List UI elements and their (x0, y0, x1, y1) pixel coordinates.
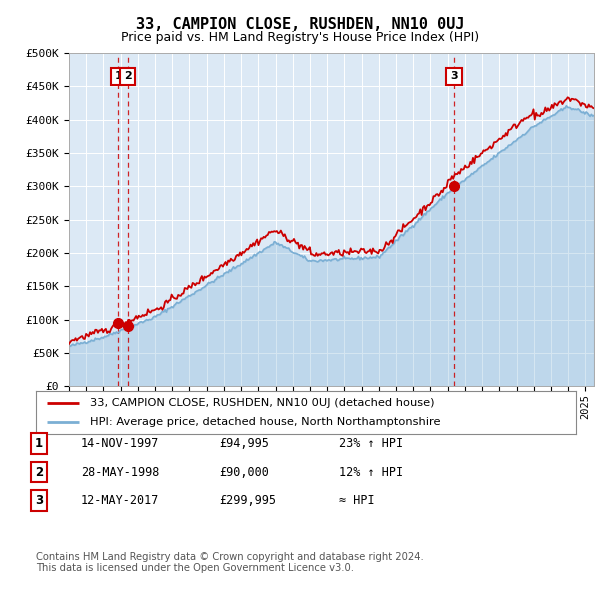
Text: 1: 1 (115, 71, 122, 81)
Text: 3: 3 (35, 494, 43, 507)
Text: Contains HM Land Registry data © Crown copyright and database right 2024.: Contains HM Land Registry data © Crown c… (36, 552, 424, 562)
Text: 2: 2 (124, 71, 131, 81)
Text: 33, CAMPION CLOSE, RUSHDEN, NN10 0UJ: 33, CAMPION CLOSE, RUSHDEN, NN10 0UJ (136, 17, 464, 31)
Text: £90,000: £90,000 (219, 466, 269, 478)
Text: 12% ↑ HPI: 12% ↑ HPI (339, 466, 403, 478)
Text: £94,995: £94,995 (219, 437, 269, 450)
Text: 2: 2 (35, 466, 43, 478)
Text: 33, CAMPION CLOSE, RUSHDEN, NN10 0UJ (detached house): 33, CAMPION CLOSE, RUSHDEN, NN10 0UJ (de… (90, 398, 434, 408)
Text: 1: 1 (35, 437, 43, 450)
Text: This data is licensed under the Open Government Licence v3.0.: This data is licensed under the Open Gov… (36, 563, 354, 573)
Text: Price paid vs. HM Land Registry's House Price Index (HPI): Price paid vs. HM Land Registry's House … (121, 31, 479, 44)
Text: 3: 3 (450, 71, 458, 81)
Text: £299,995: £299,995 (219, 494, 276, 507)
Text: 23% ↑ HPI: 23% ↑ HPI (339, 437, 403, 450)
Text: 14-NOV-1997: 14-NOV-1997 (81, 437, 160, 450)
Text: ≈ HPI: ≈ HPI (339, 494, 374, 507)
Text: HPI: Average price, detached house, North Northamptonshire: HPI: Average price, detached house, Nort… (90, 417, 440, 427)
Text: 12-MAY-2017: 12-MAY-2017 (81, 494, 160, 507)
Text: 28-MAY-1998: 28-MAY-1998 (81, 466, 160, 478)
